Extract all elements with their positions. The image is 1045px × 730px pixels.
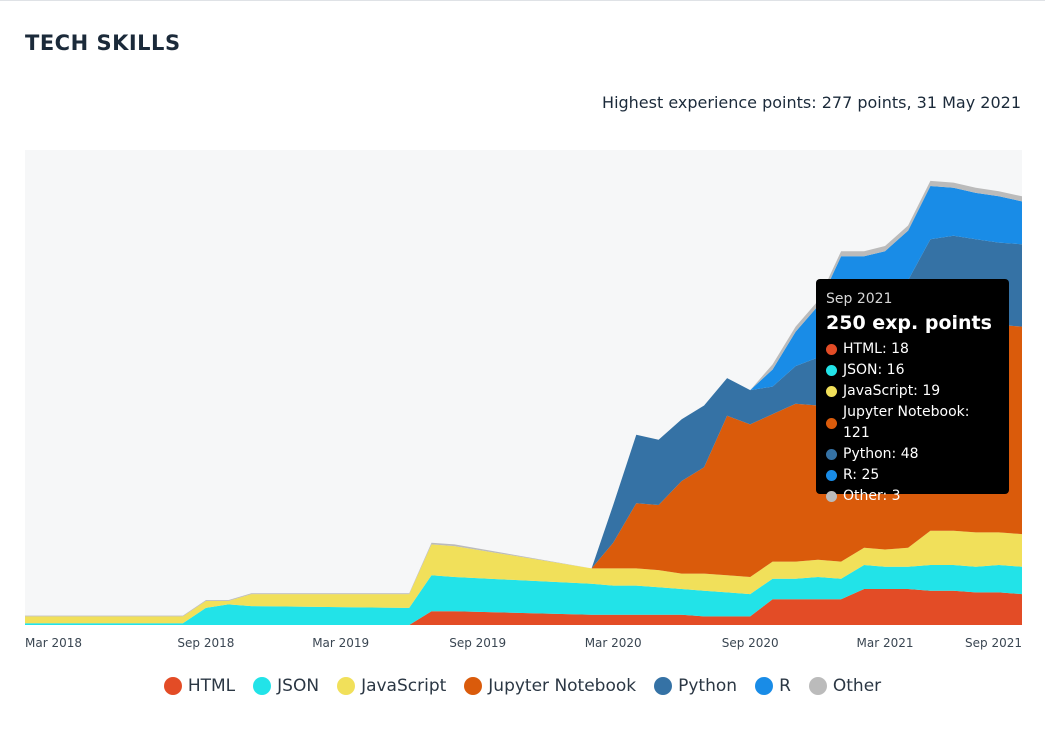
legend-swatch [337, 677, 356, 695]
legend-item-r[interactable]: R [755, 676, 791, 696]
legend-swatch [464, 677, 483, 695]
x-tick-label: Mar 2018 [25, 636, 82, 650]
legend-item-json[interactable]: JSON [253, 676, 319, 696]
area-html[interactable] [25, 589, 1022, 625]
x-axis-ticks: Mar 2018 Sep 2018 Mar 2019 Sep 2019 Mar 2020… [25, 636, 1022, 650]
tooltip-row-label: JavaScript: 19 [843, 383, 941, 399]
tooltip-row: JSON: 16 [826, 360, 999, 381]
chart-legend: HTML JSON JavaScript Jupyter Notebook Python… [0, 676, 1045, 696]
legend-item-html[interactable]: HTML [163, 676, 236, 696]
tooltip-swatch [826, 344, 837, 355]
tooltip-swatch [826, 417, 837, 429]
x-tick-label: Sep 2018 [177, 636, 234, 650]
legend-label: Jupyter Notebook [488, 676, 637, 696]
legend-item-other[interactable]: Other [808, 676, 882, 696]
legend-swatch [755, 677, 774, 695]
tooltip-row: HTML: 18 [826, 339, 999, 360]
legend-item-javascript[interactable]: JavaScript [337, 676, 446, 696]
x-tick-label: Mar 2020 [585, 636, 642, 650]
tooltip-swatch [826, 365, 837, 376]
tooltip-row-label: JSON: 16 [843, 362, 905, 378]
x-tick-label: Mar 2021 [857, 636, 914, 650]
legend-label: Python [678, 676, 738, 696]
area-json[interactable] [25, 565, 1022, 625]
area-series-group [25, 180, 1022, 625]
legend-swatch [253, 677, 272, 695]
legend-label: JavaScript [361, 676, 447, 696]
tooltip-total: 250 exp. points [826, 312, 992, 334]
tooltip-row-label: Python: 48 [843, 446, 919, 462]
tooltip-row-label: R: 25 [843, 467, 880, 483]
tooltip-swatch [826, 491, 837, 502]
legend-label: R [779, 676, 791, 696]
area-python[interactable] [25, 235, 1022, 617]
x-tick-label: Mar 2019 [312, 636, 369, 650]
tooltip-row: JavaScript: 19 [826, 381, 999, 402]
area-r[interactable] [25, 186, 1022, 617]
tooltip-row: Other: 3 [826, 486, 999, 507]
x-tick-label: Sep 2021 [965, 636, 1022, 650]
tooltip-row-label: Other: 3 [843, 488, 901, 504]
legend-swatch [163, 677, 182, 695]
x-tick-label: Sep 2019 [449, 636, 506, 650]
page-title: TECH SKILLS [25, 31, 181, 55]
tooltip-swatch [826, 386, 837, 397]
tooltip-row-label: Jupyter Notebook: 121 [843, 404, 970, 441]
tooltip-date: Sep 2021 [826, 291, 893, 307]
tooltip-swatch [826, 470, 837, 481]
legend-label: HTML [187, 676, 236, 696]
tooltip-swatch [826, 449, 837, 460]
tooltip-rows: HTML: 18 JSON: 16 JavaScript: 19 Jupyter No… [826, 339, 999, 507]
tooltip-row-label: HTML: 18 [843, 341, 909, 357]
tooltip-row: R: 25 [826, 465, 999, 486]
legend-label: JSON [277, 676, 320, 696]
legend-item-jupyter-notebook[interactable]: Jupyter Notebook [464, 676, 636, 696]
tooltip-row: Python: 48 [826, 444, 999, 465]
legend-swatch [654, 677, 673, 695]
chart-tooltip: Sep 2021 250 exp. points HTML: 18 JSON: 1… [816, 279, 1009, 504]
area-javascript[interactable] [25, 530, 1022, 624]
top-divider [0, 0, 1045, 1]
x-tick-label: Sep 2020 [722, 636, 779, 650]
legend-item-python[interactable]: Python [654, 676, 737, 696]
highest-experience-summary: Highest experience points: 277 points, 3… [602, 93, 1021, 112]
legend-swatch [808, 677, 827, 695]
tooltip-row: Jupyter Notebook: 121 [826, 402, 999, 444]
legend-label: Other [832, 676, 882, 696]
area-jupyter-notebook[interactable] [25, 324, 1022, 617]
